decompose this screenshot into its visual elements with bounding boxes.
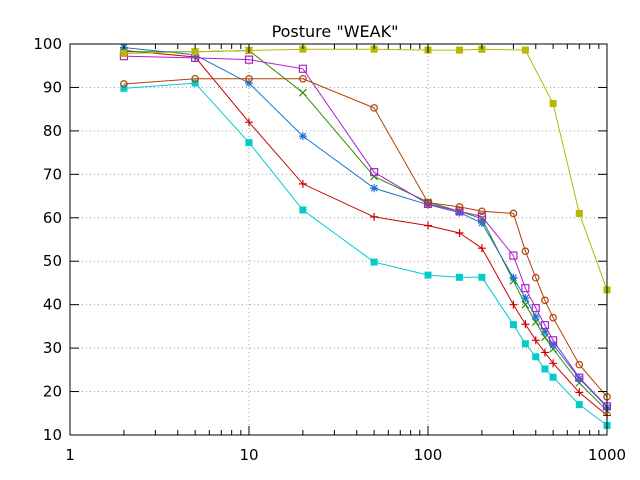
- series-1-point: [509, 300, 518, 309]
- gridlines: [70, 44, 607, 435]
- series-7-point: [299, 74, 307, 83]
- series-5-point: [424, 271, 432, 279]
- series-1-point: [521, 320, 530, 329]
- series-5-point: [245, 139, 253, 147]
- y-tick-label: 30: [43, 339, 62, 357]
- series-1-point: [549, 359, 558, 368]
- series-3-point: [455, 208, 464, 217]
- y-tick-label: 60: [43, 209, 62, 227]
- series-5-point: [370, 258, 378, 266]
- series-5-point: [509, 321, 517, 329]
- x-tick-label: 1: [65, 446, 75, 464]
- series-7-point: [549, 313, 557, 322]
- series-5-point: [521, 340, 529, 348]
- series-5-point: [532, 353, 540, 361]
- series-7-point: [370, 104, 378, 112]
- series-2-point: [298, 88, 307, 97]
- series-3-point: [531, 312, 540, 321]
- series-1-point: [245, 118, 253, 127]
- series-4-point: [549, 336, 558, 345]
- y-tick-label: 10: [43, 426, 62, 444]
- series-5-point: [120, 84, 128, 92]
- x-tick-label: 1000: [588, 446, 626, 464]
- series-7-point: [455, 203, 464, 211]
- series-3-point: [424, 200, 432, 209]
- y-tick-label: 100: [33, 35, 62, 53]
- series-7-line: [123, 78, 608, 398]
- series-7-point: [424, 198, 432, 207]
- series-6-point: [191, 48, 199, 56]
- series-3-point: [549, 340, 558, 349]
- y-tick-label: 20: [43, 383, 62, 401]
- series-1-point: [370, 212, 379, 221]
- series-1-point: [575, 388, 584, 397]
- series-6-point: [456, 46, 464, 54]
- series-5-point: [299, 206, 307, 214]
- series-3-point: [298, 132, 307, 141]
- y-tick-label: 70: [43, 165, 62, 183]
- series-4-point: [455, 207, 464, 216]
- series-6-point: [521, 46, 529, 54]
- series-7-point: [191, 74, 199, 83]
- series-7-point: [531, 273, 540, 282]
- series-1-point: [298, 179, 307, 188]
- series-4-point: [298, 64, 307, 73]
- series-6-point: [120, 50, 128, 58]
- series-3-point: [575, 374, 584, 383]
- series-1-point: [531, 336, 540, 345]
- series-3-point: [509, 273, 518, 282]
- chart-title: Posture "WEAK": [272, 22, 399, 41]
- series-7-point: [541, 296, 549, 305]
- series-4-point: [531, 304, 540, 313]
- series-6-point: [549, 100, 557, 108]
- series-6-point: [575, 209, 583, 217]
- series-1-point: [424, 221, 432, 230]
- plot-frame: [69, 43, 608, 436]
- series-7-point: [245, 74, 253, 83]
- series-4-point: [244, 55, 254, 64]
- series-4-point: [509, 251, 518, 260]
- series-3-point: [540, 327, 549, 336]
- series-4-point: [575, 373, 584, 382]
- series-3-point: [370, 184, 379, 193]
- y-tick-label: 90: [43, 78, 62, 96]
- series-4-point: [477, 212, 486, 221]
- y-tick-label: 80: [43, 122, 62, 140]
- series-1-point: [540, 348, 549, 357]
- x-tick-label: 100: [414, 446, 443, 464]
- series-3-point: [477, 218, 486, 227]
- series-5: [120, 79, 611, 429]
- series-7-point: [478, 207, 486, 216]
- series-2-point: [370, 172, 379, 181]
- series-7-point: [509, 209, 518, 218]
- series-4-line: [123, 55, 608, 407]
- series-1-point: [477, 244, 486, 253]
- series-3-point: [245, 79, 253, 88]
- series-6-point: [299, 45, 307, 53]
- series-5-point: [575, 401, 583, 409]
- series-4-point: [370, 168, 379, 177]
- series-6-point: [370, 45, 378, 53]
- series-6-line: [123, 48, 608, 291]
- series-7-point: [575, 360, 584, 369]
- series-7-point: [120, 80, 128, 88]
- x-tick-label: 10: [239, 446, 258, 464]
- series-5-point: [541, 365, 549, 373]
- series-5-point: [456, 273, 464, 281]
- series-6-point: [478, 45, 486, 53]
- series-5-point: [549, 373, 557, 381]
- series-7-point: [521, 247, 530, 256]
- series-4-point: [540, 320, 550, 330]
- data-series: [119, 43, 612, 429]
- series-4-point: [521, 284, 530, 293]
- series-5-point: [191, 79, 199, 87]
- series-3-point: [521, 294, 530, 303]
- y-tick-label: 40: [43, 296, 62, 314]
- y-tick-label: 50: [43, 252, 62, 270]
- series-1-point: [455, 228, 464, 237]
- series-5-point: [478, 273, 486, 281]
